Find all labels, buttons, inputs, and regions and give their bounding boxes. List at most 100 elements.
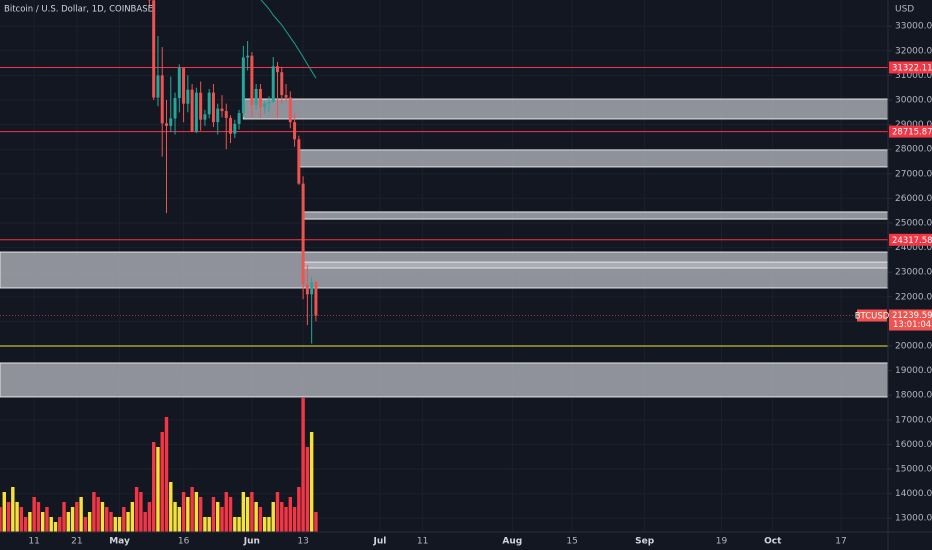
volume-bar xyxy=(220,507,224,532)
volume-bar xyxy=(203,517,207,532)
candle-body xyxy=(314,282,318,316)
candle-body xyxy=(169,118,173,126)
volume-bar xyxy=(245,497,250,532)
candle-body xyxy=(220,108,224,112)
x-tick-label: Sep xyxy=(635,537,655,547)
candle-body xyxy=(152,0,156,98)
candle-body xyxy=(284,95,288,98)
volume-bar xyxy=(284,507,288,532)
y-tick-label: 13000.00 xyxy=(895,514,932,524)
x-tick-label: Aug xyxy=(502,537,522,547)
candle-body xyxy=(233,123,237,134)
volume-bar xyxy=(301,398,305,532)
volume-bar xyxy=(181,492,186,532)
y-tick-label: 19000.00 xyxy=(895,366,932,376)
y-tick-label: 33000.00 xyxy=(895,22,932,32)
candle-body xyxy=(263,103,267,108)
x-tick-label: 13 xyxy=(297,537,308,547)
countdown: 13:01:04 xyxy=(893,320,931,330)
x-tick-label: May xyxy=(109,537,130,547)
volume-bar xyxy=(164,417,169,532)
x-tick-label: 19 xyxy=(716,537,728,547)
volume-bar xyxy=(40,512,45,532)
y-tick-label: 24000.00 xyxy=(895,243,932,253)
y-tick-label: 28000.00 xyxy=(895,145,932,155)
candle-body xyxy=(199,92,203,120)
volume-bar xyxy=(92,492,96,532)
candle-body xyxy=(241,57,245,114)
volume-bar xyxy=(53,522,58,532)
volume-bar xyxy=(288,497,293,532)
candle-body xyxy=(246,55,250,58)
zone xyxy=(0,362,888,398)
volume-bar xyxy=(122,507,126,532)
y-tick-label: 25000.00 xyxy=(895,219,932,229)
chart-title: Bitcoin / U.S. Dollar, 1D, COINBASE xyxy=(4,5,153,15)
volume-bar xyxy=(0,507,2,532)
volume-bar xyxy=(2,492,6,532)
volume-bar xyxy=(305,447,310,532)
candle-body xyxy=(190,89,194,132)
candle-body xyxy=(258,88,262,108)
candle-body xyxy=(237,113,241,124)
volume-bar xyxy=(79,497,83,532)
price-label: 31322.11 xyxy=(892,63,932,73)
volume-bar xyxy=(49,517,53,532)
last-price-box xyxy=(889,309,932,331)
volume-bar xyxy=(241,492,246,532)
price-label-box xyxy=(889,61,932,74)
volume-bar xyxy=(147,502,152,532)
price-label-box xyxy=(889,125,932,138)
volume-bar xyxy=(262,517,267,532)
axes: 13000.00 14000.00 15000.00 16000.00 17000.00… xyxy=(28,22,932,547)
zone xyxy=(302,261,888,269)
volume-bar xyxy=(23,517,28,532)
volume-bar xyxy=(228,497,233,532)
y-tick-label: 29000.00 xyxy=(895,120,932,130)
volume-bar xyxy=(134,487,139,532)
volume-bar xyxy=(117,517,122,532)
volume-bar xyxy=(271,502,275,532)
candle-body xyxy=(203,114,207,120)
volume-bar xyxy=(130,502,135,532)
y-tick-label: 16000.00 xyxy=(895,440,932,450)
y-tick-label: 22000.00 xyxy=(895,292,932,302)
x-tick-label: Jul xyxy=(373,537,387,547)
volume-bar xyxy=(160,432,164,532)
volume-bar xyxy=(190,487,194,532)
volume-bar xyxy=(83,517,88,532)
volume-bar xyxy=(62,502,66,532)
volume-bar xyxy=(233,517,237,532)
volume-bar xyxy=(186,497,190,532)
volume-bar xyxy=(156,447,160,532)
candle-body xyxy=(194,92,198,132)
candle-body xyxy=(207,92,211,115)
x-tick-label: Oct xyxy=(764,537,782,547)
volume-bar xyxy=(36,502,41,532)
candle-body xyxy=(173,98,177,119)
candle-body xyxy=(224,111,228,118)
x-tick-label: 21 xyxy=(71,537,82,547)
y-tick-label: 26000.00 xyxy=(895,194,932,204)
candle-body xyxy=(293,122,297,140)
x-tick-label: 11 xyxy=(417,537,428,547)
candle-body xyxy=(182,68,186,104)
candle-body xyxy=(305,284,309,295)
y-tick-label: 32000.00 xyxy=(895,46,932,56)
x-tick-label: 17 xyxy=(835,537,846,547)
volume-bar xyxy=(237,517,241,532)
volume-bar xyxy=(194,492,199,532)
symbol-label: BTCUSD xyxy=(855,312,890,322)
volume-bar xyxy=(6,502,11,532)
y-axis-label: USD xyxy=(895,5,914,15)
candle-body xyxy=(271,66,275,103)
symbol-box xyxy=(857,309,887,322)
x-tick-label: Jun xyxy=(243,537,260,547)
volume-bar xyxy=(275,492,280,532)
candle-body xyxy=(280,72,284,96)
volume-bar xyxy=(254,502,258,532)
volume-bar xyxy=(267,517,271,532)
zone xyxy=(302,211,888,220)
volume-bar xyxy=(28,512,32,532)
